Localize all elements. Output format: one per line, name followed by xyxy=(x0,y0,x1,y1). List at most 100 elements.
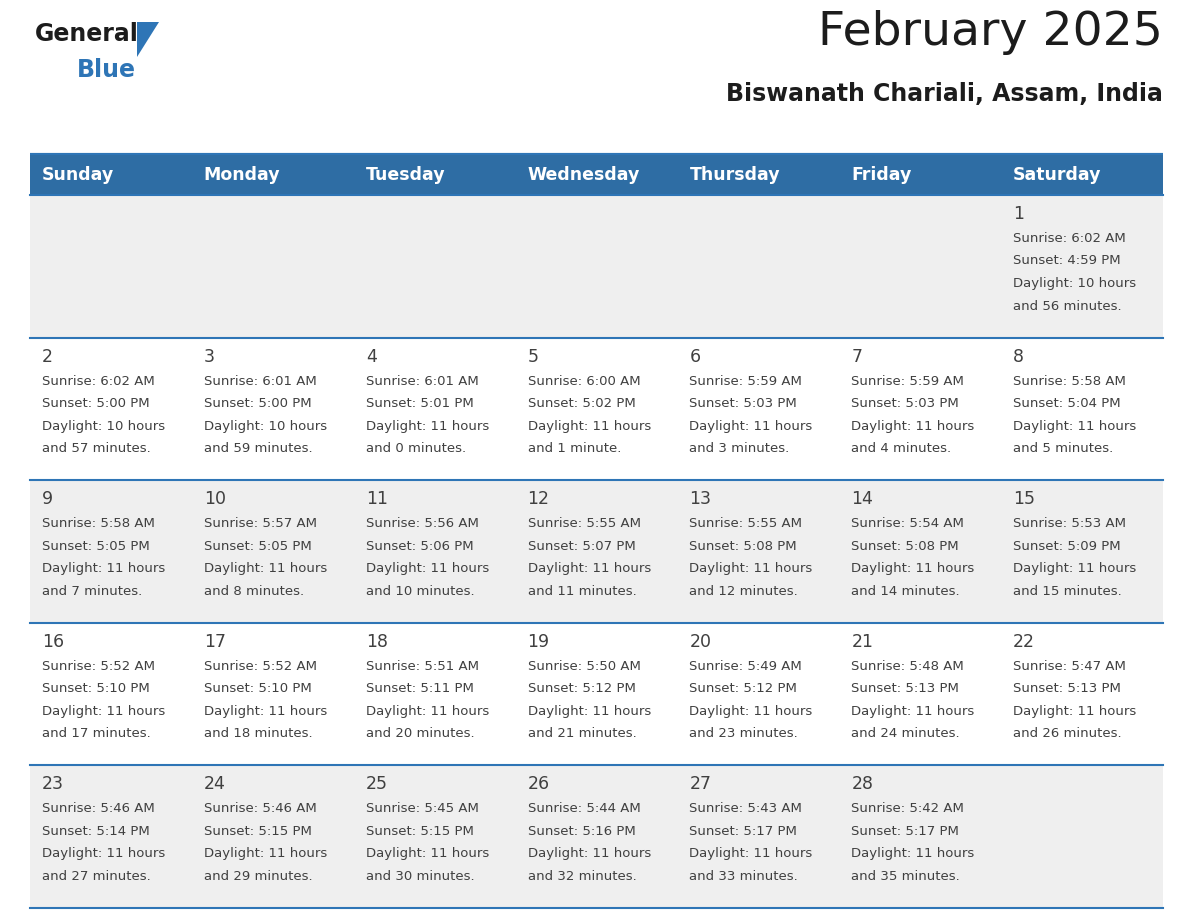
Text: Daylight: 11 hours: Daylight: 11 hours xyxy=(42,562,165,576)
Text: Sunset: 5:05 PM: Sunset: 5:05 PM xyxy=(42,540,150,553)
Text: and 4 minutes.: and 4 minutes. xyxy=(852,442,952,455)
Bar xyxy=(30,195,1163,338)
Text: Daylight: 11 hours: Daylight: 11 hours xyxy=(1013,705,1137,718)
Text: 20: 20 xyxy=(689,633,712,651)
Text: Daylight: 11 hours: Daylight: 11 hours xyxy=(852,847,974,860)
Text: Sunset: 5:11 PM: Sunset: 5:11 PM xyxy=(366,682,474,695)
Text: Daylight: 11 hours: Daylight: 11 hours xyxy=(852,420,974,432)
Text: Biswanath Chariali, Assam, India: Biswanath Chariali, Assam, India xyxy=(726,82,1163,106)
Text: and 29 minutes.: and 29 minutes. xyxy=(204,870,312,883)
Text: Friday: Friday xyxy=(852,166,911,184)
Text: and 15 minutes.: and 15 minutes. xyxy=(1013,585,1121,598)
Text: Daylight: 11 hours: Daylight: 11 hours xyxy=(42,847,165,860)
Text: Daylight: 11 hours: Daylight: 11 hours xyxy=(527,847,651,860)
Text: Sunset: 5:00 PM: Sunset: 5:00 PM xyxy=(204,397,311,410)
Text: 11: 11 xyxy=(366,490,387,509)
Text: 5: 5 xyxy=(527,348,538,365)
Text: Sunset: 5:04 PM: Sunset: 5:04 PM xyxy=(1013,397,1120,410)
Text: 13: 13 xyxy=(689,490,712,509)
Text: 19: 19 xyxy=(527,633,550,651)
Text: 23: 23 xyxy=(42,776,64,793)
Text: 16: 16 xyxy=(42,633,64,651)
Text: Sunset: 5:15 PM: Sunset: 5:15 PM xyxy=(366,825,474,838)
Text: Sunrise: 5:47 AM: Sunrise: 5:47 AM xyxy=(1013,660,1126,673)
Text: Daylight: 11 hours: Daylight: 11 hours xyxy=(204,705,327,718)
Text: Sunset: 5:01 PM: Sunset: 5:01 PM xyxy=(366,397,474,410)
Text: 26: 26 xyxy=(527,776,550,793)
Text: Sunrise: 5:46 AM: Sunrise: 5:46 AM xyxy=(42,802,154,815)
Text: Sunrise: 5:57 AM: Sunrise: 5:57 AM xyxy=(204,517,317,531)
Text: Sunrise: 5:51 AM: Sunrise: 5:51 AM xyxy=(366,660,479,673)
Text: Thursday: Thursday xyxy=(689,166,781,184)
Polygon shape xyxy=(137,22,159,57)
Bar xyxy=(30,338,1163,480)
Text: Sunrise: 6:00 AM: Sunrise: 6:00 AM xyxy=(527,375,640,387)
Text: Sunset: 5:02 PM: Sunset: 5:02 PM xyxy=(527,397,636,410)
Text: and 56 minutes.: and 56 minutes. xyxy=(1013,299,1121,312)
Text: 7: 7 xyxy=(852,348,862,365)
Bar xyxy=(30,622,1163,766)
Text: Sunset: 5:15 PM: Sunset: 5:15 PM xyxy=(204,825,311,838)
Text: 3: 3 xyxy=(204,348,215,365)
Text: Sunrise: 5:52 AM: Sunrise: 5:52 AM xyxy=(204,660,317,673)
Text: Sunrise: 5:59 AM: Sunrise: 5:59 AM xyxy=(852,375,965,387)
Text: Sunrise: 5:59 AM: Sunrise: 5:59 AM xyxy=(689,375,802,387)
Text: 2: 2 xyxy=(42,348,53,365)
Text: 22: 22 xyxy=(1013,633,1035,651)
Text: Sunset: 5:07 PM: Sunset: 5:07 PM xyxy=(527,540,636,553)
Text: Sunrise: 5:56 AM: Sunrise: 5:56 AM xyxy=(366,517,479,531)
Text: Sunset: 5:09 PM: Sunset: 5:09 PM xyxy=(1013,540,1120,553)
Text: Sunset: 5:06 PM: Sunset: 5:06 PM xyxy=(366,540,473,553)
Text: Sunrise: 5:54 AM: Sunrise: 5:54 AM xyxy=(852,517,965,531)
Text: 18: 18 xyxy=(366,633,387,651)
Bar xyxy=(30,766,1163,908)
Text: Sunrise: 5:45 AM: Sunrise: 5:45 AM xyxy=(366,802,479,815)
Text: Daylight: 10 hours: Daylight: 10 hours xyxy=(1013,277,1136,290)
Text: Blue: Blue xyxy=(77,58,135,82)
Text: 28: 28 xyxy=(852,776,873,793)
Text: Sunrise: 5:58 AM: Sunrise: 5:58 AM xyxy=(1013,375,1126,387)
Text: Sunrise: 5:50 AM: Sunrise: 5:50 AM xyxy=(527,660,640,673)
Text: Sunset: 5:17 PM: Sunset: 5:17 PM xyxy=(689,825,797,838)
Text: Sunrise: 6:01 AM: Sunrise: 6:01 AM xyxy=(204,375,317,387)
Text: and 20 minutes.: and 20 minutes. xyxy=(366,727,474,740)
Text: Tuesday: Tuesday xyxy=(366,166,446,184)
Text: Sunset: 5:14 PM: Sunset: 5:14 PM xyxy=(42,825,150,838)
Text: Daylight: 11 hours: Daylight: 11 hours xyxy=(1013,562,1137,576)
Text: and 33 minutes.: and 33 minutes. xyxy=(689,870,798,883)
Text: 25: 25 xyxy=(366,776,387,793)
Text: 27: 27 xyxy=(689,776,712,793)
Text: and 24 minutes.: and 24 minutes. xyxy=(852,727,960,740)
Text: Sunrise: 5:55 AM: Sunrise: 5:55 AM xyxy=(527,517,640,531)
Text: Sunrise: 5:58 AM: Sunrise: 5:58 AM xyxy=(42,517,154,531)
Text: General: General xyxy=(34,22,139,46)
Text: and 11 minutes.: and 11 minutes. xyxy=(527,585,637,598)
Text: and 12 minutes.: and 12 minutes. xyxy=(689,585,798,598)
Text: and 17 minutes.: and 17 minutes. xyxy=(42,727,151,740)
Text: 12: 12 xyxy=(527,490,550,509)
Text: Daylight: 11 hours: Daylight: 11 hours xyxy=(527,420,651,432)
Text: Monday: Monday xyxy=(204,166,280,184)
Text: Daylight: 10 hours: Daylight: 10 hours xyxy=(204,420,327,432)
Text: Sunrise: 6:02 AM: Sunrise: 6:02 AM xyxy=(1013,232,1126,245)
Text: Sunrise: 5:55 AM: Sunrise: 5:55 AM xyxy=(689,517,802,531)
Text: 15: 15 xyxy=(1013,490,1035,509)
Bar xyxy=(30,480,1163,622)
Text: Sunrise: 5:48 AM: Sunrise: 5:48 AM xyxy=(852,660,963,673)
Text: Sunrise: 5:53 AM: Sunrise: 5:53 AM xyxy=(1013,517,1126,531)
Text: Daylight: 11 hours: Daylight: 11 hours xyxy=(366,847,489,860)
Text: Wednesday: Wednesday xyxy=(527,166,640,184)
Text: and 3 minutes.: and 3 minutes. xyxy=(689,442,790,455)
Text: Daylight: 11 hours: Daylight: 11 hours xyxy=(366,705,489,718)
Text: 1: 1 xyxy=(1013,205,1024,223)
Text: 6: 6 xyxy=(689,348,701,365)
Text: and 57 minutes.: and 57 minutes. xyxy=(42,442,151,455)
Text: Sunset: 5:05 PM: Sunset: 5:05 PM xyxy=(204,540,311,553)
Text: Daylight: 11 hours: Daylight: 11 hours xyxy=(1013,420,1137,432)
Text: and 0 minutes.: and 0 minutes. xyxy=(366,442,466,455)
Text: Sunset: 5:16 PM: Sunset: 5:16 PM xyxy=(527,825,636,838)
Text: and 14 minutes.: and 14 minutes. xyxy=(852,585,960,598)
Text: Sunrise: 6:01 AM: Sunrise: 6:01 AM xyxy=(366,375,479,387)
Text: Daylight: 11 hours: Daylight: 11 hours xyxy=(527,562,651,576)
Text: and 18 minutes.: and 18 minutes. xyxy=(204,727,312,740)
